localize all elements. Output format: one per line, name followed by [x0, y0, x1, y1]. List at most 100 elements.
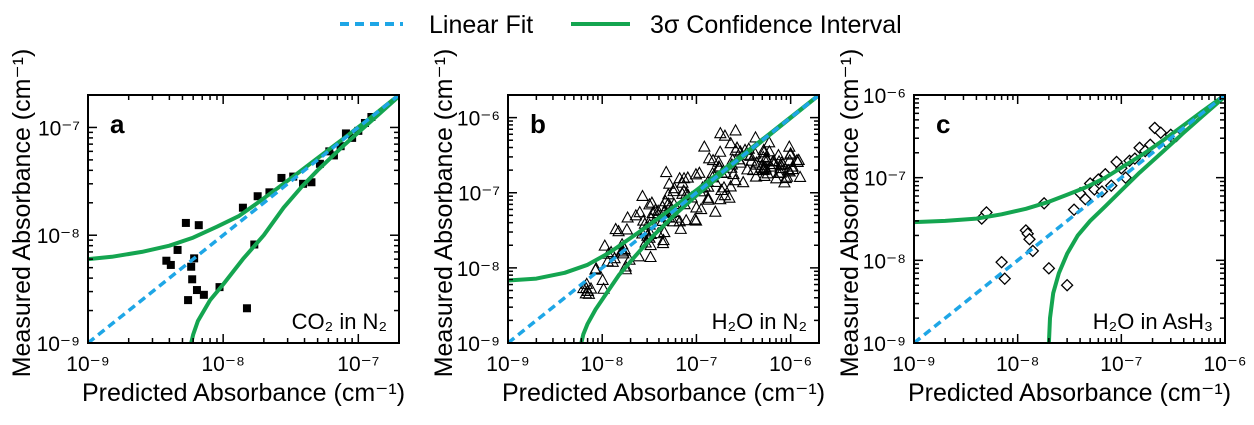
plot-area: [88, 95, 399, 343]
data-point: [724, 179, 738, 192]
x-tick-label: 10⁻⁹: [66, 353, 109, 376]
data-point: [713, 192, 727, 205]
data-point: [774, 158, 788, 171]
ci-lower-curve: [579, 95, 819, 343]
data-point: [757, 169, 771, 181]
data-point: [661, 187, 675, 200]
data-point: [713, 145, 727, 157]
panel-annotation: CO₂ in N₂: [292, 309, 387, 334]
data-point: [714, 183, 728, 196]
x-axis-title: Predicted Absorbance (cm⁻¹): [502, 379, 825, 407]
data-point: [597, 282, 611, 294]
data-point: [749, 169, 763, 182]
y-tick-label: 10⁻⁶: [863, 85, 906, 108]
y-axis-title: Measured Absorbance (cm⁻¹): [430, 49, 458, 378]
x-axis-title: Predicted Absorbance (cm⁻¹): [82, 379, 405, 407]
x-tick-label: 10⁻⁷: [1100, 353, 1142, 376]
data-point: [679, 213, 693, 226]
data-point: [277, 173, 286, 182]
plot-area: [914, 95, 1225, 343]
y-tick-label: 10⁻⁸: [457, 258, 500, 281]
y-tick-label: 10⁻⁷: [38, 117, 80, 140]
data-point: [784, 146, 798, 159]
data-point: [694, 202, 708, 215]
data-point: [612, 224, 626, 237]
legend-linear-fit-label: Linear Fit: [429, 11, 533, 39]
data-point: [724, 136, 738, 149]
data-point: [718, 129, 732, 141]
data-point: [238, 203, 247, 212]
data-point: [657, 233, 670, 246]
data-point: [629, 208, 643, 221]
data-point: [998, 272, 1012, 286]
data-point: [253, 192, 262, 201]
data-point: [315, 159, 324, 168]
x-tick-label: 10⁻⁸: [202, 353, 245, 376]
data-point: [783, 153, 797, 166]
data-point: [584, 281, 598, 294]
data-point: [697, 139, 711, 152]
panel-annotation: H₂O in AsH₃: [1093, 309, 1213, 334]
data-point: [1067, 203, 1081, 217]
ci-lower-curve: [189, 95, 399, 343]
data-point: [749, 130, 762, 143]
x-axis-title: Predicted Absorbance (cm⁻¹): [908, 379, 1231, 407]
data-point: [188, 275, 197, 284]
data-point: [596, 273, 610, 285]
legend: Linear Fit 3σ Confidence Interval: [340, 11, 902, 39]
y-tick-label: 10⁻⁷: [458, 183, 500, 206]
data-point: [659, 165, 673, 178]
legend-ci-label: 3σ Confidence Interval: [650, 11, 902, 39]
axis-frame: [913, 94, 1226, 344]
ci-upper-curve: [914, 95, 1225, 225]
data-point: [1042, 261, 1056, 275]
data-point: [729, 123, 742, 136]
data-point: [760, 153, 774, 165]
data-point: [791, 155, 805, 168]
data-point: [692, 166, 706, 178]
data-point: [749, 157, 763, 170]
x-tick-label: 10⁻⁹: [486, 353, 529, 376]
data-point: [673, 171, 687, 184]
data-point: [194, 221, 203, 230]
data-point: [793, 170, 807, 182]
data-point: [181, 218, 190, 227]
y-axis-title: Measured Absorbance (cm⁻¹): [836, 49, 864, 378]
data-point: [783, 164, 797, 177]
panel-c: 10⁻⁹ 10⁻⁸ 10⁻⁷ 10⁻⁶ 10⁻⁹ 10⁻⁸ 10⁻⁷ 10⁻⁶ Predicte…: [836, 49, 1247, 407]
y-tick-label: 10⁻⁹: [37, 333, 80, 356]
panel-letter: a: [110, 109, 125, 139]
data-point: [341, 129, 350, 138]
data-point: [702, 151, 716, 164]
data-point: [636, 189, 649, 202]
data-point: [579, 286, 593, 299]
plot-area: [508, 95, 819, 343]
data-point: [642, 197, 656, 210]
data-point: [1148, 121, 1162, 135]
y-tick-label: 10⁻⁸: [863, 250, 906, 273]
data-point: [1154, 126, 1168, 140]
data-point: [589, 261, 603, 274]
data-point: [645, 196, 659, 208]
data-point: [689, 200, 703, 213]
ci-lower-curve: [1046, 95, 1225, 343]
data-point: [702, 192, 715, 205]
data-point: [581, 284, 595, 296]
data-point: [758, 160, 772, 173]
data-point: [1060, 278, 1074, 292]
panel-a: 10⁻⁹ 10⁻⁸ 10⁻⁷ 10⁻⁹ 10⁻⁸ 10⁻⁷ Predicted Absorb…: [8, 49, 405, 407]
data-point: [633, 205, 647, 218]
data-point: [608, 251, 622, 264]
data-point: [774, 165, 788, 178]
data-point: [307, 178, 316, 187]
data-point: [706, 153, 720, 166]
data-point: [708, 205, 722, 217]
data-point: [199, 290, 208, 299]
x-tick-label: 10⁻⁷: [675, 353, 717, 376]
data-point: [772, 148, 785, 161]
data-point: [598, 238, 612, 251]
data-point: [759, 162, 773, 175]
data-point: [722, 191, 736, 203]
data-point: [667, 184, 680, 197]
